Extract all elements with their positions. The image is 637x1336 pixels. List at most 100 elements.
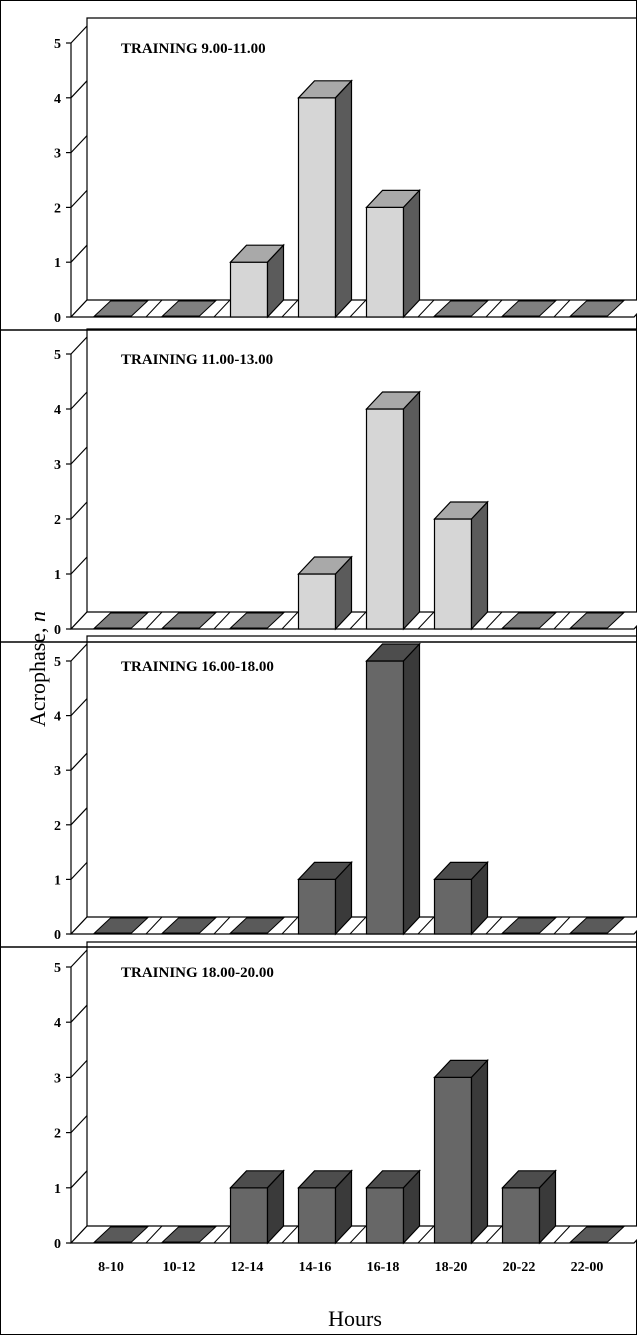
- y-tick-label: 1: [54, 873, 61, 888]
- y-tick-connector: [70, 1004, 88, 1023]
- floor-separator: [281, 611, 299, 630]
- floor-tile: [569, 917, 625, 934]
- y-tick-label: 4: [54, 92, 61, 107]
- y-tick-label: 3: [54, 1071, 61, 1086]
- floor-separator: [553, 611, 571, 630]
- y-axis-title: Acrophase, n: [25, 611, 50, 727]
- bar: [365, 660, 405, 935]
- panel-title: TRAINING 16.00-18.00: [121, 659, 274, 675]
- floor-tile: [229, 917, 285, 934]
- floor-separator: [213, 1225, 231, 1244]
- bar: [365, 408, 405, 630]
- y-tick-label: 0: [54, 623, 61, 638]
- x-tick-label: 22-00: [571, 1260, 604, 1275]
- floor-tile: [161, 1226, 217, 1243]
- floor-separator: [213, 611, 231, 630]
- floor-separator: [485, 1225, 503, 1244]
- panel-title: TRAINING 9.00-11.00: [121, 41, 266, 57]
- y-tick-connector: [70, 556, 88, 575]
- y-tick-connector: [70, 336, 88, 355]
- panel-title: TRAINING 18.00-20.00: [121, 965, 274, 981]
- floor-tile: [93, 1226, 149, 1243]
- x-tick-label: 10-12: [163, 1260, 196, 1275]
- floor-tile: [501, 917, 557, 934]
- bar-side-face: [470, 500, 489, 631]
- bar: [297, 573, 337, 630]
- floor-separator: [553, 916, 571, 935]
- y-tick-label: 4: [54, 710, 61, 725]
- panel-title: TRAINING 11.00-13.00: [121, 352, 273, 368]
- y-tick-connector: [70, 807, 88, 826]
- floor-separator: [417, 1225, 435, 1244]
- bar-side-face: [334, 860, 353, 936]
- floor-separator: [145, 611, 163, 630]
- y-tick-connector: [70, 501, 88, 520]
- back-wall-frame: [86, 328, 637, 612]
- back-wall-frame: [86, 941, 637, 1226]
- y-tick-label: 2: [54, 513, 61, 528]
- floor-separator: [349, 1225, 367, 1244]
- back-wall-frame: [86, 635, 637, 917]
- y-tick-label: 1: [54, 256, 61, 271]
- panels: 0 1 2 3 4 5 TRAINING 9.00-11.00 0 1 2 3 4 5 TRAINING …: [1, 17, 637, 1275]
- bar-side-face: [402, 390, 421, 631]
- floor-tile: [501, 300, 557, 317]
- bar: [297, 97, 337, 318]
- y-tick-connector: [70, 25, 88, 44]
- y-tick-connector: [70, 1115, 88, 1134]
- panel-2: 0 1 2 3 4 5 TRAINING 11.00-13.00: [1, 328, 637, 643]
- floor-separator: [417, 299, 435, 318]
- x-tick-label: 18-20: [435, 1260, 468, 1275]
- floor-separator: [145, 1225, 163, 1244]
- floor-separator: [349, 916, 367, 935]
- y-tick-connector: [70, 135, 88, 154]
- bar: [365, 1187, 405, 1244]
- y-tick-connector: [70, 80, 88, 99]
- x-tick-label: 8-10: [98, 1260, 124, 1275]
- bar-side-face: [334, 555, 353, 631]
- bar-side-face: [334, 1169, 353, 1245]
- floor-separator: [213, 916, 231, 935]
- bar: [365, 206, 405, 318]
- bar-side-face: [266, 243, 285, 319]
- y-tick-connector: [70, 752, 88, 771]
- y-tick-connector: [70, 949, 88, 968]
- y-tick-connector: [70, 189, 88, 208]
- panel-3: 0 1 2 3 4 5 TRAINING 16.00-18.00: [1, 635, 637, 948]
- y-tick-label: 3: [54, 147, 61, 162]
- bar: [297, 1187, 337, 1244]
- floor-tile: [161, 612, 217, 629]
- y-tick-connector: [70, 1170, 88, 1189]
- floor-separator: [553, 299, 571, 318]
- y-tick-connector: [70, 244, 88, 263]
- y-tick-label: 0: [54, 1237, 61, 1252]
- panel-4: 0 1 2 3 4 5 8-10 10-12 12-14 14-16 16-18 18-20 20-22…: [54, 941, 637, 1275]
- bar: [433, 518, 473, 630]
- floor-tile: [161, 300, 217, 317]
- floor-separator: [145, 916, 163, 935]
- y-tick-label: 2: [54, 819, 61, 834]
- floor-separator: [349, 299, 367, 318]
- floor-separator: [485, 299, 503, 318]
- floor-tile: [93, 917, 149, 934]
- bar: [229, 261, 269, 318]
- y-tick-connector: [70, 391, 88, 410]
- panel-1: 0 1 2 3 4 5 TRAINING 9.00-11.00: [1, 17, 637, 331]
- y-tick-connector: [70, 698, 88, 717]
- floor-tile: [569, 300, 625, 317]
- y-tick-label: 3: [54, 764, 61, 779]
- floor-tile: [569, 1226, 625, 1243]
- bar-side-face: [266, 1169, 285, 1245]
- bar-side-face: [538, 1169, 557, 1245]
- floor-separator: [281, 299, 299, 318]
- floor-separator: [213, 299, 231, 318]
- y-tick-label: 0: [54, 928, 61, 943]
- floor-separator: [145, 299, 163, 318]
- bar-side-face: [470, 1058, 489, 1245]
- floor-tile: [93, 612, 149, 629]
- floor-tile: [161, 917, 217, 934]
- back-wall-frame: [86, 17, 637, 300]
- y-tick-label: 3: [54, 458, 61, 473]
- y-axis-title-variable: n: [25, 611, 50, 622]
